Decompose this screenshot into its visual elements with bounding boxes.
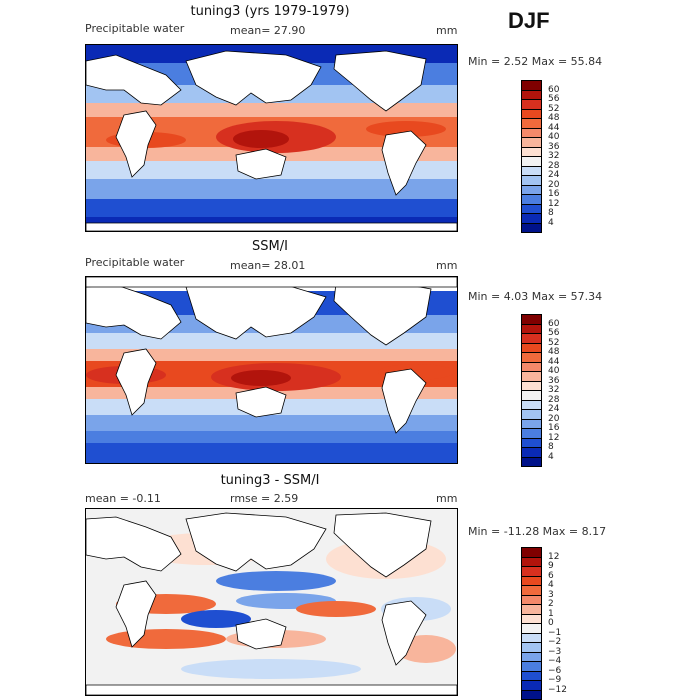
colorbar-tick-label: 48 [548, 347, 560, 357]
colorbar-tick-label: 40 [548, 366, 560, 376]
colorbar-tick-label: 60 [548, 84, 560, 95]
minmax-model: Min = 2.52 Max = 55.84 [468, 55, 603, 68]
colorbar-tick-label: 48 [548, 113, 560, 123]
map-obs-field [86, 277, 457, 463]
panel-title-obs: SSM/I [252, 239, 288, 254]
colorbar-tick-label: 1 [548, 608, 554, 619]
colorbar-tick-label: 28 [548, 160, 560, 171]
panel-title-model: tuning3 (yrs 1979-1979) [190, 4, 350, 19]
colorbar-tick-label: 28 [548, 394, 560, 405]
colorbar-tick-label: 20 [548, 179, 560, 190]
map-diff [85, 508, 458, 696]
panel-units-obs: mm [436, 259, 458, 272]
colorbar-tick-label: 40 [548, 132, 560, 142]
colorbar-tick-label: 12 [548, 198, 560, 209]
colorbar-tick-label: 36 [548, 375, 560, 386]
map-diff-field [86, 509, 457, 695]
colorbar-tick-label: 2 [548, 599, 554, 609]
colorbar-tick-label: 20 [548, 413, 560, 424]
colorbar-tick-label: 36 [548, 141, 560, 152]
minmax-obs: Min = 4.03 Max = 57.34 [468, 290, 603, 303]
colorbar-swatch [521, 456, 542, 467]
colorbar-tick-label: 32 [548, 151, 560, 161]
colorbar-tick-label: −12 [548, 684, 567, 695]
colorbar-tick-label: 8 [548, 442, 554, 452]
colorbar-tick-label: 12 [548, 551, 560, 562]
map-model-field [86, 45, 457, 231]
colorbar-tick-label: −1 [548, 627, 562, 638]
colorbar-tick-label: 44 [548, 122, 560, 133]
colorbar-tick-label: 12 [548, 432, 560, 443]
colorbar-tick-label: 52 [548, 103, 560, 114]
colorbar-tick-label: 4 [548, 217, 554, 228]
panel-variable-obs: Precipitable water [85, 256, 185, 269]
colorbar-tick-label: 52 [548, 337, 560, 348]
colorbar-tick-label: −9 [548, 675, 562, 685]
colorbar-swatch [521, 222, 542, 233]
colorbar-tick-label: 60 [548, 318, 560, 329]
panel-units-model: mm [436, 24, 458, 37]
panel-mean-diff: mean = -0.11 [85, 492, 161, 505]
colorbar-tick-label: 16 [548, 189, 560, 199]
colorbar-swatch [521, 689, 542, 700]
map-model [85, 44, 458, 232]
colorbar-tick-label: 6 [548, 570, 554, 581]
colorbar-tick-label: 44 [548, 356, 560, 367]
panel-variable-model: Precipitable water [85, 22, 185, 35]
map-obs [85, 276, 458, 464]
colorbar-tick-label: 0 [548, 618, 554, 628]
colorbar-tick-label: −6 [548, 665, 562, 676]
colorbar-tick-label: 4 [548, 580, 554, 590]
season-label: DJF [508, 8, 550, 33]
panel-mean-obs: mean= 28.01 [230, 259, 306, 272]
minmax-diff: Min = -11.28 Max = 8.17 [468, 525, 607, 538]
colorbar-tick-label: 24 [548, 404, 560, 414]
panel-mean-model: mean= 27.90 [230, 24, 306, 37]
colorbar-tick-label: 24 [548, 170, 560, 180]
panel-title-diff: tuning3 - SSM/I [220, 473, 320, 488]
colorbar-tick-label: 56 [548, 94, 560, 104]
colorbar-tick-label: 56 [548, 328, 560, 338]
colorbar-tick-label: 8 [548, 208, 554, 218]
panel-units-diff: mm [436, 492, 458, 505]
colorbar-tick-label: 4 [548, 451, 554, 462]
panel-rmse-diff: rmse = 2.59 [230, 492, 299, 505]
colorbar-tick-label: −4 [548, 656, 562, 666]
colorbar-tick-label: −3 [548, 646, 562, 657]
colorbar-tick-label: 16 [548, 423, 560, 433]
colorbar-tick-label: −2 [548, 637, 562, 647]
colorbar-tick-label: 9 [548, 561, 554, 571]
colorbar-tick-label: 32 [548, 385, 560, 395]
colorbar-tick-label: 3 [548, 589, 554, 600]
